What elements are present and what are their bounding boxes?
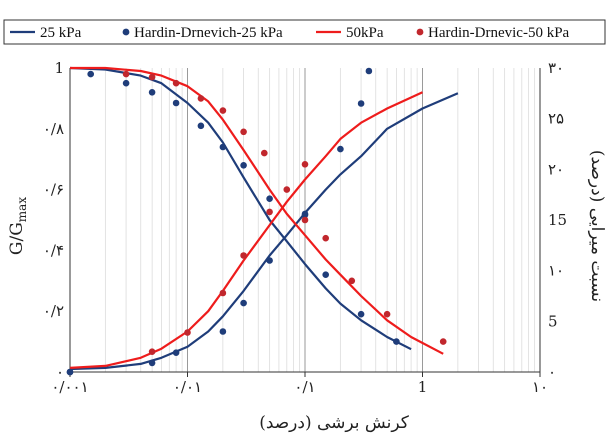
data-point-hardin-drnevich-25-kpa-modulus xyxy=(87,70,94,78)
y-axis-label-left: G/Gmax xyxy=(7,197,29,255)
data-point-hardin-drnevich-25-kpa-modulus xyxy=(240,162,247,169)
data-point-hardin-drnevich-25-kpa-modulus xyxy=(266,195,273,202)
y-right-tick-label: ۱۰ xyxy=(548,262,564,280)
data-point-hardin-drnevich-25-kpa-modulus xyxy=(219,143,227,151)
x-tick-label: ۰/۰۰۱ xyxy=(51,378,88,396)
data-point-hardin-drnevich-25-kpa-modulus xyxy=(357,310,365,318)
x-axis-label: کرنش برشی (درصد) xyxy=(259,413,410,433)
legend-label-hardin-25kpa: Hardin-Drnevich-25 kPa xyxy=(134,25,283,41)
legend-label-hardin-50kpa: Hardin-Drnevic-50 kPa xyxy=(428,25,570,41)
data-point-hardin-drnevic-50-kpa-damping xyxy=(219,289,227,297)
data-point-hardin-drnevic-50-kpa-modulus xyxy=(197,95,205,102)
legend-box xyxy=(3,19,606,45)
legend-dot-hardin-25kpa xyxy=(122,28,130,36)
grid xyxy=(104,68,536,372)
legend-label-25kpa: 25 kPa xyxy=(40,25,82,41)
x-tick-label: ۱۰ xyxy=(532,378,548,396)
y-right-tick-label: ۳۰ xyxy=(548,59,564,77)
data-point-hardin-drnevich-25-kpa-damping xyxy=(357,100,365,107)
y-right-tick-label: 5 xyxy=(548,312,558,330)
series-points xyxy=(66,67,447,376)
data-point-hardin-drnevic-50-kpa-modulus xyxy=(261,149,268,157)
data-point-hardin-drnevic-50-kpa-damping xyxy=(148,348,156,356)
data-point-hardin-drnevic-50-kpa-modulus xyxy=(172,79,180,87)
legend-item-50kpa: 50kPa xyxy=(316,25,384,41)
tick-labels: ۰/۰۰۱ ۰/۰۱ ۰/۱ 1 ۱۰۰۰/۲۰/۴۰/۶۰/۸1۰5۱۰15۲۰۲۵۳… xyxy=(43,59,567,396)
x-tick-label: 1 xyxy=(418,378,428,396)
x-tick-label: ۰/۱ xyxy=(294,378,315,396)
data-point-hardin-drnevic-50-kpa-damping xyxy=(301,161,309,168)
data-point-hardin-drnevic-50-kpa-damping xyxy=(240,252,247,259)
series-line-50kpa-modulus xyxy=(70,66,444,355)
y-axis-label-left-main: G/G xyxy=(7,222,27,255)
y-left-tick-label: ۰ xyxy=(56,363,64,381)
y-right-tick-label: ۰ xyxy=(548,363,556,381)
legend-item-25kpa: 25 kPa xyxy=(10,25,82,41)
data-point-hardin-drnevic-50-kpa-modulus xyxy=(283,186,291,193)
data-point-hardin-drnevic-50-kpa-modulus xyxy=(322,234,330,242)
y-right-tick-label: ۲۵ xyxy=(548,110,564,128)
x-tick-label: ۰/۰۱ xyxy=(173,378,202,396)
y-left-tick-label: ۰/۴ xyxy=(43,241,64,259)
series-line-25-kpa-damping xyxy=(69,92,459,371)
y-axis-label-right: نسبت میرایی (درصد) xyxy=(587,150,607,302)
legend-label-50kpa: 50kPa xyxy=(346,25,384,41)
data-point-hardin-drnevich-25-kpa-modulus xyxy=(197,122,205,130)
data-point-hardin-drnevic-50-kpa-damping xyxy=(266,208,273,216)
legend-item-hardin-50kpa: Hardin-Drnevic-50 kPa xyxy=(416,25,570,41)
data-point-hardin-drnevich-25-kpa-damping xyxy=(337,145,344,153)
data-point-hardin-drnevich-25-kpa-damping xyxy=(148,359,156,367)
data-point-hardin-drnevic-50-kpa-modulus xyxy=(301,216,309,224)
data-point-hardin-drnevich-25-kpa-modulus xyxy=(393,338,400,345)
data-point-hardin-drnevic-50-kpa-damping xyxy=(184,329,191,336)
y-axis-label-left-sub: max xyxy=(15,197,29,223)
data-point-hardin-drnevic-50-kpa-modulus xyxy=(439,338,447,345)
data-point-hardin-drnevich-25-kpa-damping xyxy=(219,328,227,335)
y-left-tick-label: 1 xyxy=(54,59,64,77)
axes xyxy=(69,68,541,377)
legend-item-hardin-25kpa: Hardin-Drnevich-25 kPa xyxy=(122,25,283,41)
data-point-hardin-drnevich-25-kpa-damping xyxy=(240,299,247,307)
data-point-hardin-drnevich-25-kpa-modulus xyxy=(322,271,330,279)
data-point-hardin-drnevic-50-kpa-modulus xyxy=(348,277,356,285)
data-point-hardin-drnevich-25-kpa-modulus xyxy=(122,79,130,87)
data-point-hardin-drnevich-25-kpa-modulus xyxy=(148,89,156,96)
legend: 25 kPa Hardin-Drnevich-25 kPa 50kPa Hard… xyxy=(3,19,606,45)
data-point-hardin-drnevich-25-kpa-damping xyxy=(172,349,180,357)
y-right-tick-label: ۲۰ xyxy=(548,160,564,178)
y-left-tick-label: ۰/۶ xyxy=(43,181,64,199)
data-point-hardin-drnevich-25-kpa-damping xyxy=(365,67,373,75)
data-point-hardin-drnevich-25-kpa-damping xyxy=(301,211,309,219)
y-left-tick-label: ۰/۲ xyxy=(43,302,64,320)
data-point-hardin-drnevic-50-kpa-modulus xyxy=(240,128,247,136)
y-right-tick-label: 15 xyxy=(548,211,567,229)
data-point-hardin-drnevic-50-kpa-modulus xyxy=(122,70,130,78)
legend-dot-hardin-50kpa xyxy=(416,28,424,36)
data-point-hardin-drnevic-50-kpa-modulus xyxy=(219,107,227,114)
data-point-hardin-drnevich-25-kpa-damping xyxy=(266,257,273,264)
data-point-hardin-drnevic-50-kpa-modulus xyxy=(148,73,156,81)
data-point-hardin-drnevich-25-kpa-damping xyxy=(66,368,74,376)
y-left-tick-label: ۰/۸ xyxy=(43,120,64,138)
data-point-hardin-drnevich-25-kpa-modulus xyxy=(172,99,180,107)
data-point-hardin-drnevic-50-kpa-modulus xyxy=(383,310,391,318)
